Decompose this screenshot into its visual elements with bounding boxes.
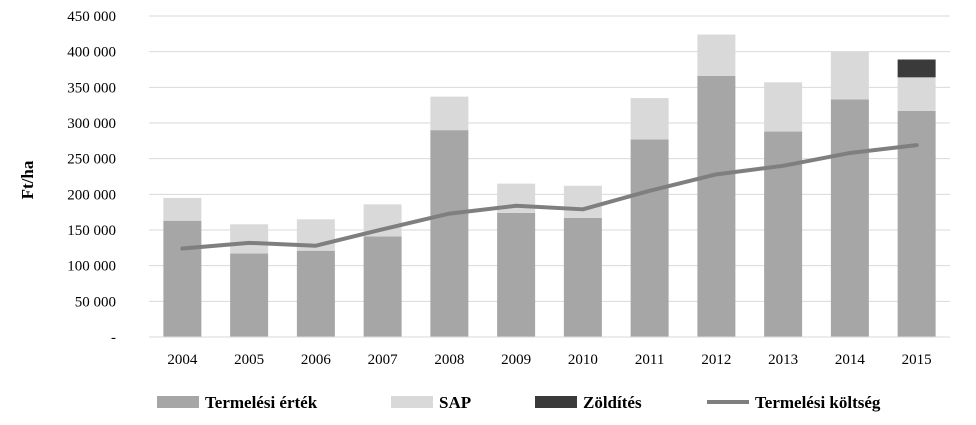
x-tick-label: 2013	[768, 352, 798, 368]
y-tick-label: 450 000	[67, 9, 116, 25]
bar-segment	[230, 224, 269, 254]
y-tick-label: 400 000	[67, 45, 116, 61]
bar-segment	[697, 34, 736, 76]
x-tick-label: 2004	[167, 352, 198, 368]
y-tick-label: 50 000	[75, 294, 116, 310]
gridlines	[149, 15, 950, 302]
y-tick-label: 250 000	[67, 152, 116, 168]
legend-swatch	[391, 396, 433, 408]
bar-segment	[830, 51, 869, 100]
legend-label: Zöldítés	[583, 393, 642, 412]
bar-segment	[897, 59, 936, 78]
x-tick-label: 2011	[635, 352, 664, 368]
x-tick-label: 2012	[701, 352, 731, 368]
bar-segment	[363, 236, 402, 337]
y-tick-label: 100 000	[67, 259, 116, 275]
legend-label: SAP	[439, 393, 471, 412]
bar-segment	[163, 220, 202, 337]
bar-segment	[630, 98, 669, 140]
bar-segment	[764, 82, 803, 132]
bar-segment	[497, 212, 536, 337]
bar-segment	[630, 139, 669, 337]
bar-segment	[296, 250, 335, 337]
y-tick-label: -	[111, 330, 116, 346]
y-tick-label: 150 000	[67, 223, 116, 239]
legend-label: Termelési költség	[755, 393, 881, 412]
bar-segment	[163, 197, 202, 221]
x-tick-label: 2005	[234, 352, 264, 368]
x-tick-label: 2015	[902, 352, 932, 368]
x-axis-ticks: 2004 2005 2006 2007 2008 2009 2010 2011 2012 2013…	[167, 352, 931, 368]
x-tick-label: 2006	[301, 352, 332, 368]
y-tick-label: 200 000	[67, 187, 116, 203]
x-tick-label: 2010	[568, 352, 598, 368]
x-tick-label: 2009	[501, 352, 531, 368]
y-axis-ticks: - 50 000 100 000 150 000 200 000 250 000 300 0…	[67, 9, 116, 346]
bars	[163, 34, 936, 338]
line-series	[180, 143, 919, 251]
bar-segment	[897, 77, 936, 111]
bar-segment	[563, 185, 602, 218]
legend: Termelési érték SAP Zöldítés Termelési költ…	[157, 393, 881, 412]
y-tick-label: 300 000	[67, 116, 116, 132]
legend-swatch	[535, 396, 577, 408]
bar-segment	[697, 75, 736, 338]
y-axis-title: Ft/ha	[18, 160, 37, 199]
x-tick-label: 2008	[434, 352, 464, 368]
bar-segment	[830, 99, 869, 338]
line-series-path	[180, 143, 919, 251]
x-tick-label: 2014	[835, 352, 866, 368]
bar-segment	[230, 253, 269, 337]
legend-label: Termelési érték	[205, 393, 318, 412]
bar-segment	[430, 96, 469, 131]
legend-swatch	[157, 396, 199, 408]
y-tick-label: 350 000	[67, 80, 116, 96]
x-tick-label: 2007	[368, 352, 399, 368]
bar-segment	[430, 130, 469, 337]
bar-segment	[563, 217, 602, 337]
